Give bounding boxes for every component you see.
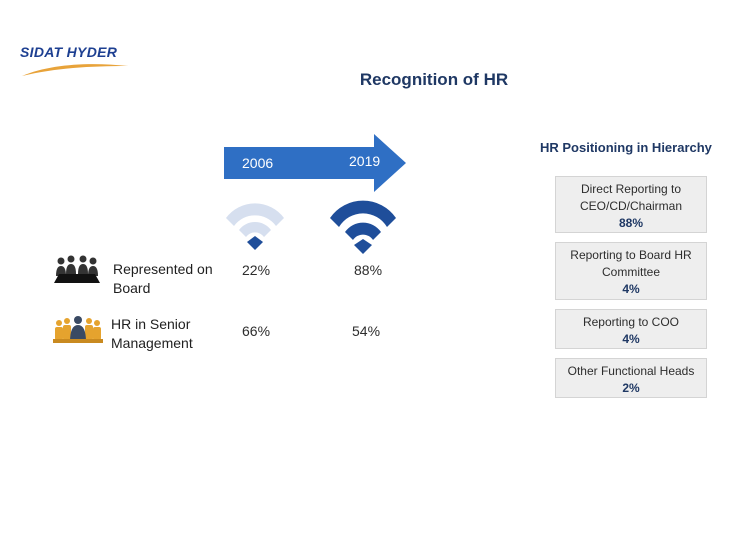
company-logo: SIDAT HYDER bbox=[20, 44, 130, 84]
hierarchy-item-value: 88% bbox=[618, 216, 644, 230]
logo-swoosh-icon bbox=[22, 64, 128, 76]
hierarchy-item-other-heads: Other Functional Heads 2% bbox=[555, 358, 707, 398]
signal-2006-icon bbox=[226, 203, 284, 250]
hierarchy-item-ceo: Direct Reporting to CEO/CD/Chairman 88% bbox=[555, 176, 707, 233]
hierarchy-item-value: 4% bbox=[622, 332, 640, 346]
hierarchy-item-value: 4% bbox=[622, 282, 640, 296]
management-2006-value: 66% bbox=[242, 323, 271, 339]
hierarchy-item-coo: Reporting to COO 4% bbox=[555, 309, 707, 349]
page-title: Recognition of HR bbox=[359, 70, 509, 89]
timeline-arrow-icon bbox=[224, 134, 406, 192]
hierarchy-item-board-hr-committee: Reporting to Board HR Committee 4% bbox=[555, 242, 707, 300]
board-2006-value: 22% bbox=[242, 262, 271, 278]
hierarchy-item-label: Reporting to COO bbox=[582, 315, 680, 329]
logo-text: SIDAT HYDER bbox=[20, 44, 118, 60]
year-2019-label: 2019 bbox=[349, 153, 381, 169]
hierarchy-item-label: Reporting to Board HR Committee bbox=[570, 248, 692, 279]
row-label-board: Represented on Board bbox=[113, 261, 213, 296]
row-label-management: HR in Senior Management bbox=[111, 316, 193, 351]
board-2019-value: 88% bbox=[354, 262, 383, 278]
hierarchy-item-label: Other Functional Heads bbox=[567, 364, 695, 378]
hierarchy-title: HR Positioning in Hierarchy bbox=[540, 140, 712, 155]
management-team-icon bbox=[53, 316, 103, 343]
hierarchy-item-value: 2% bbox=[622, 381, 640, 395]
board-meeting-icon bbox=[54, 255, 100, 283]
management-2019-value: 54% bbox=[352, 323, 381, 339]
hierarchy-item-label: Direct Reporting to CEO/CD/Chairman bbox=[579, 182, 683, 213]
year-2006-label: 2006 bbox=[242, 155, 274, 171]
signal-2019-icon bbox=[330, 200, 396, 254]
